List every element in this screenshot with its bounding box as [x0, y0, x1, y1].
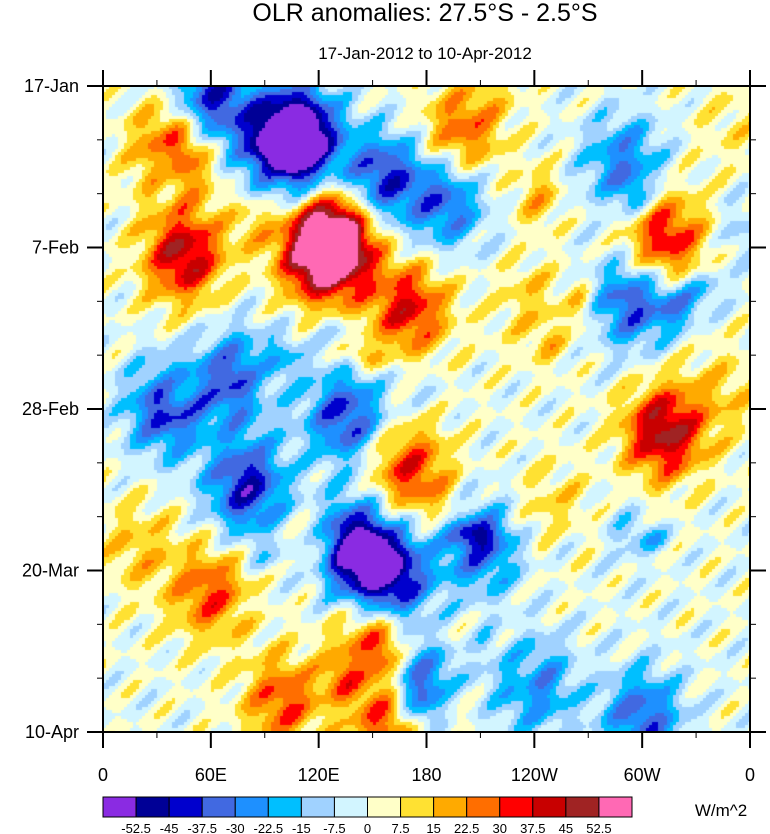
- y-tick-label: 20-Mar: [22, 561, 79, 581]
- colorbar-box: [466, 796, 501, 818]
- colorbar-box: [267, 796, 302, 818]
- colorbar-label: -52.5: [121, 821, 151, 834]
- colorbar-label: 0: [364, 821, 371, 834]
- colorbar-box: [433, 796, 468, 818]
- x-tick-label: 0: [745, 765, 755, 785]
- x-tick-label: 120W: [511, 765, 558, 785]
- colorbar-box: [135, 796, 170, 818]
- x-tick-label: 0: [98, 765, 108, 785]
- colorbar-box: [532, 796, 567, 818]
- colorbar-label: 52.5: [586, 821, 611, 834]
- x-tick-label: 120E: [298, 765, 340, 785]
- colorbar-box: [333, 796, 368, 818]
- colorbar-label: 22.5: [454, 821, 479, 834]
- chart-subtitle: 17-Jan-2012 to 10-Apr-2012: [318, 44, 532, 63]
- colorbar-box: [300, 796, 335, 818]
- colorbar-label: 15: [426, 821, 440, 834]
- olr-anomaly-field: [103, 86, 750, 732]
- y-axis: 17-Jan 7-Feb 28-Feb 20-Mar 10-Apr: [22, 76, 766, 742]
- colorbar-box: [400, 796, 435, 818]
- y-tick-label: 10-Apr: [25, 722, 79, 742]
- colorbar-box: [565, 796, 600, 818]
- colorbar-box: [499, 796, 534, 818]
- colorbar-box: [201, 796, 236, 818]
- colorbar-label: 30: [493, 821, 507, 834]
- plot-area: [102, 85, 751, 733]
- colorbar-label: -37.5: [187, 821, 217, 834]
- colorbar-box: [367, 796, 402, 818]
- colorbar-label: 37.5: [520, 821, 545, 834]
- colorbar-label: -45: [160, 821, 179, 834]
- colorbar-label: -15: [292, 821, 311, 834]
- colorbar-label: 7.5: [392, 821, 410, 834]
- colorbar-box: [598, 796, 633, 818]
- colorbar-label: -30: [226, 821, 245, 834]
- x-tick-label: 180: [411, 765, 441, 785]
- y-tick-label: 7-Feb: [32, 238, 79, 258]
- colorbar-label: -22.5: [253, 821, 283, 834]
- colorbar: -52.5 -45 -37.5 -30 -22.5 -15 -7.5 0 7.5 15 22.5 30…: [102, 796, 633, 834]
- colorbar-label: -7.5: [323, 821, 345, 834]
- y-tick-label: 17-Jan: [24, 76, 79, 96]
- x-axis: 0 60E 120E 180 120W 60W 0: [98, 70, 755, 785]
- chart-title: OLR anomalies: 27.5°S - 2.5°S: [252, 0, 597, 27]
- y-tick-label: 28-Feb: [22, 399, 79, 419]
- colorbar-box: [102, 796, 137, 818]
- colorbar-box: [168, 796, 203, 818]
- colorbar-box: [234, 796, 269, 818]
- x-tick-label: 60E: [195, 765, 227, 785]
- x-tick-label: 60W: [624, 765, 661, 785]
- colorbar-label: 45: [559, 821, 573, 834]
- colorbar-units: W/m^2: [695, 801, 747, 820]
